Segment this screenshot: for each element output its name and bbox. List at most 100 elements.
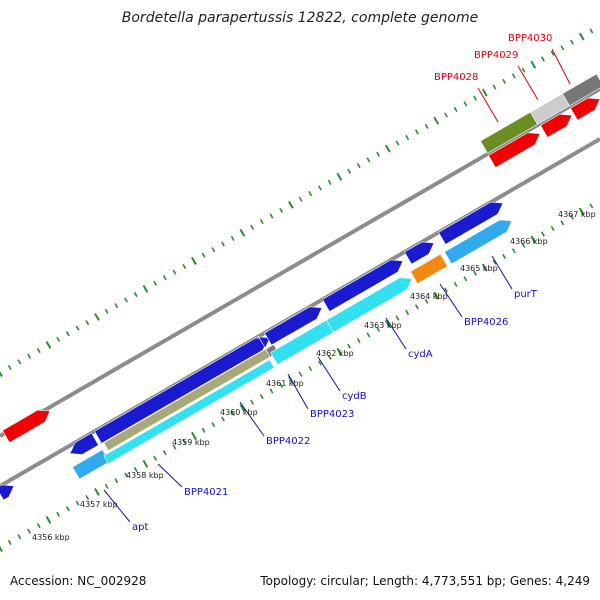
tick-mark-inner (540, 231, 545, 237)
tick-mark-outer (540, 56, 545, 62)
tick-mark-outer (56, 336, 61, 342)
tick-mark-inner (481, 263, 488, 272)
tick-mark-outer (502, 78, 507, 84)
tick-mark-inner (191, 431, 197, 440)
tick-mark-inner (65, 506, 70, 512)
tick-mark-outer (104, 308, 109, 314)
tick-mark-inner (463, 276, 468, 282)
tick-mark-outer (463, 101, 468, 107)
tick-mark-inner (133, 466, 138, 473)
tick-mark-outer (7, 364, 12, 370)
label-leader-line (287, 373, 309, 410)
tick-mark-outer (94, 312, 100, 321)
gene-arrow-blue (438, 201, 504, 245)
tick-mark-inner (211, 422, 216, 428)
tick-mark-inner (230, 410, 235, 416)
gene-label: BPP4021 (184, 487, 228, 498)
gene-features (0, 73, 600, 501)
tick-mark-outer (521, 67, 526, 73)
gene-label: cydB (342, 391, 367, 402)
tick-mark-inner (221, 416, 225, 422)
label-leader-line (551, 48, 571, 85)
tick-mark-outer (27, 353, 32, 359)
gene-labels: apt BPP4021 BPP4022 BPP4023 cydB cydA BPP4026 p… (132, 33, 552, 533)
tick-mark-outer (17, 359, 22, 365)
tick-mark-outer (182, 263, 187, 270)
tick-mark-inner (142, 459, 149, 468)
tick-mark-outer (414, 129, 419, 135)
tick-mark-outer (45, 341, 52, 349)
tick-mark-outer (36, 348, 41, 354)
scale-labels: 4356 kbp 4357 kbp 4358 kbp 4359 kbp 4360 kbp… (32, 210, 596, 542)
tick-mark-outer (201, 252, 206, 258)
label-leader-line (385, 317, 407, 350)
scale-tick-label: 4361 kbp (266, 379, 304, 388)
tick-mark-outer (250, 224, 255, 230)
tick-mark-outer (124, 297, 128, 303)
tick-mark-inner (162, 450, 167, 456)
tick-mark-outer (142, 284, 149, 293)
label-leader-line (239, 401, 265, 437)
gene-box-lightblue (444, 219, 513, 265)
tick-mark-outer (560, 45, 565, 51)
scale-tick-label: 4356 kbp (32, 533, 70, 542)
gene-box-olive (103, 348, 271, 452)
tick-mark-outer (433, 116, 440, 125)
tick-mark-inner (104, 483, 109, 489)
tick-mark-inner (433, 291, 440, 300)
tick-mark-outer (153, 280, 158, 286)
gene-label: BPP4028 (434, 72, 478, 83)
gene-arrow-blue (0, 484, 15, 501)
tick-mark-outer (230, 235, 235, 241)
tick-mark-outer (308, 191, 313, 197)
gene-box-cyan (326, 277, 413, 333)
tick-mark-outer (366, 157, 371, 163)
tick-mark-outer (133, 291, 138, 298)
tick-mark-outer (570, 39, 574, 45)
tick-mark-inner (376, 326, 381, 332)
tick-mark-outer (221, 241, 225, 247)
tick-mark-outer (492, 84, 497, 90)
tick-mark-inner (172, 444, 177, 450)
gene-box-gray (562, 73, 600, 107)
tick-mark-outer (287, 200, 294, 209)
genome-stats-text: Topology: circular; Length: 4,773,551 bp… (260, 574, 590, 588)
gene-label: BPP4026 (464, 317, 508, 328)
tick-mark-inner (336, 347, 343, 356)
tick-mark-inner (56, 511, 61, 517)
tick-mark-outer (298, 196, 303, 202)
gene-label: BPP4029 (474, 50, 518, 61)
tick-mark-inner (36, 523, 41, 529)
tick-mark-inner (550, 225, 555, 231)
gene-arrow-blue (94, 337, 269, 444)
scale-tick-label: 4359 kbp (172, 438, 210, 447)
gene-arrow-red (570, 97, 600, 121)
tick-mark-outer (65, 331, 70, 337)
tick-mark-outer (453, 106, 458, 113)
tick-mark-outer (481, 88, 488, 97)
tick-mark-inner (444, 287, 448, 293)
gene-box-cyan (103, 359, 275, 465)
tick-mark-inner (405, 309, 410, 316)
gene-arrow-blue (256, 336, 271, 350)
tick-mark-inner (114, 478, 119, 484)
tick-mark-outer (85, 319, 90, 326)
tick-mark-inner (502, 253, 507, 259)
gene-arrow-red (2, 409, 51, 443)
gene-label: BPP4030 (508, 33, 552, 44)
gene-arrow-blue (404, 241, 435, 265)
tick-mark-outer (405, 134, 410, 141)
tick-mark-inner (318, 360, 322, 366)
scale-tick-label: 4366 kbp (510, 237, 548, 246)
tick-mark-outer (395, 140, 400, 146)
tick-mark-outer (356, 162, 361, 169)
tick-mark-outer (327, 179, 332, 185)
gene-arrow-blue (69, 432, 99, 455)
tick-mark-outer (318, 185, 322, 191)
label-leader-line (439, 283, 463, 318)
gene-arrow-red (488, 132, 541, 168)
tick-mark-inner (124, 472, 128, 478)
tick-mark-inner (250, 399, 255, 405)
tick-mark-inner (201, 427, 206, 433)
tick-mark-inner (94, 487, 100, 496)
